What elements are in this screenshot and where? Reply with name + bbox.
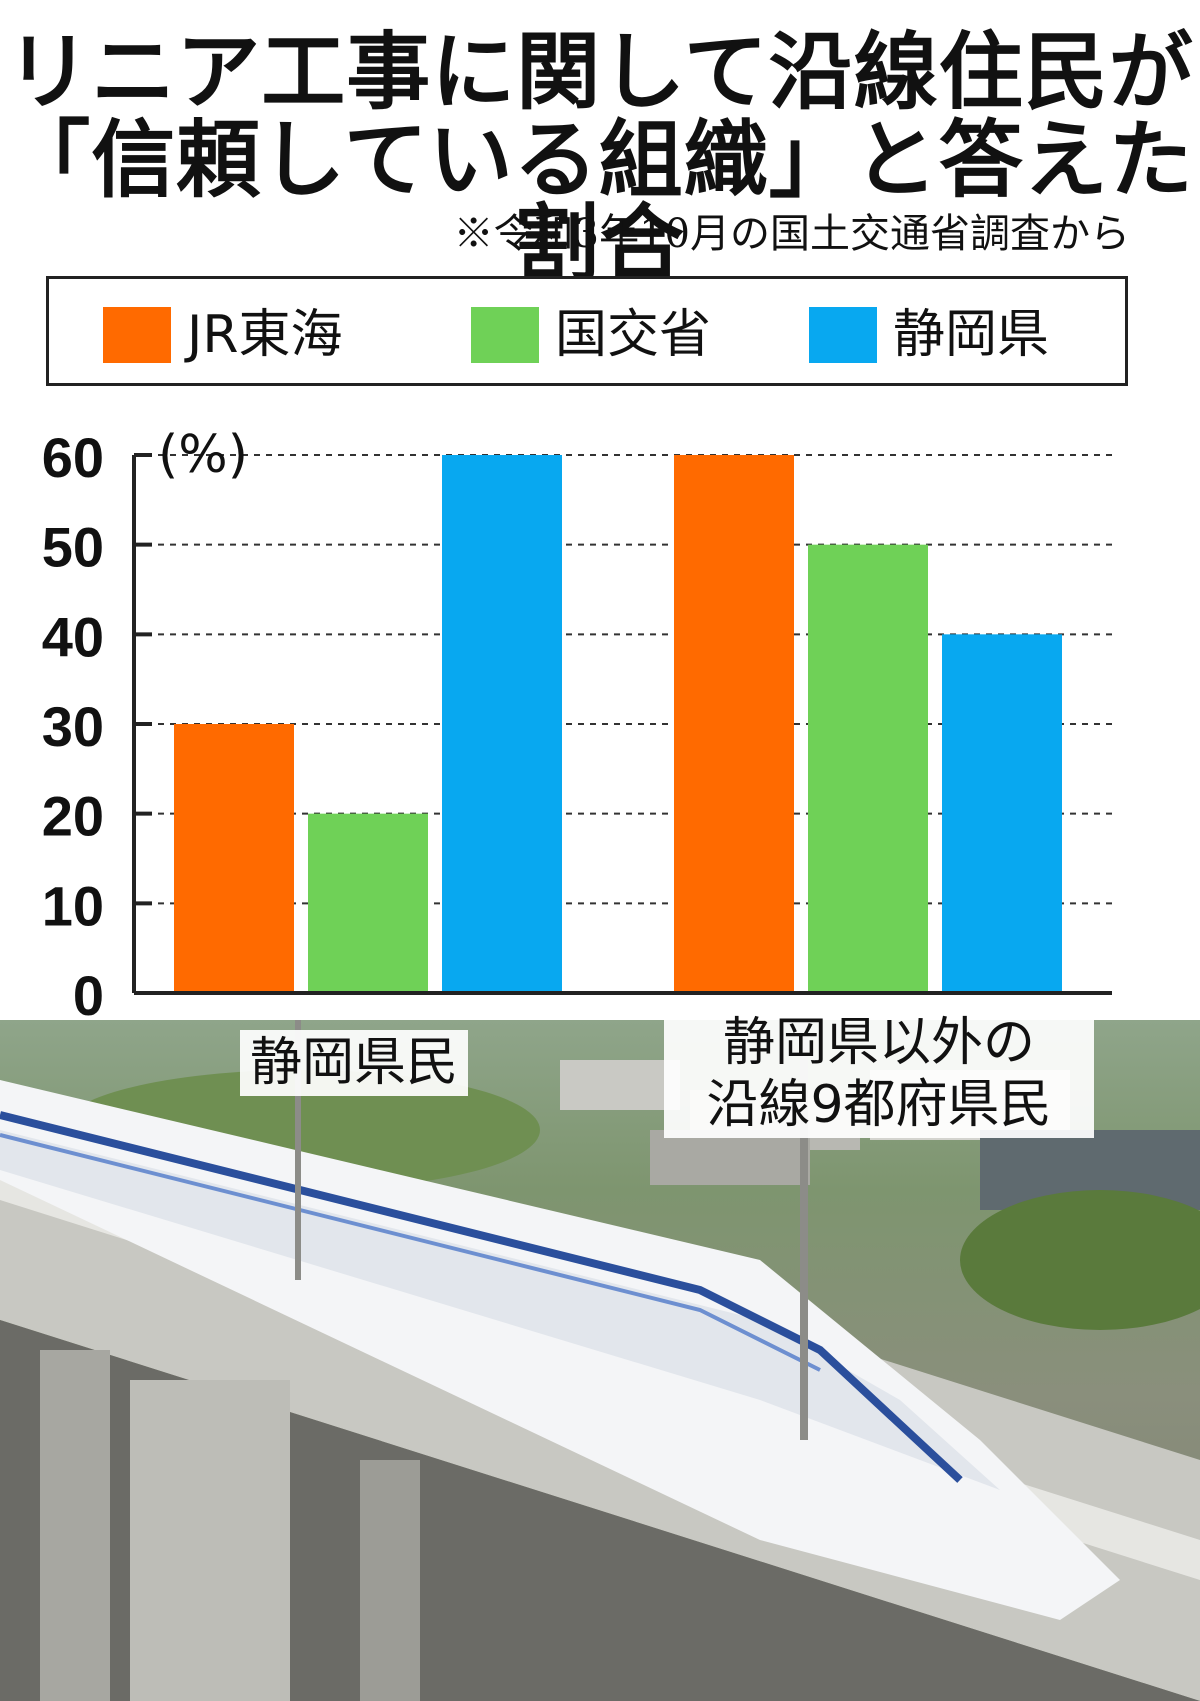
legend-swatch-jr [103,307,171,363]
category-label-shizuoka: 静岡県民 [240,1030,469,1096]
y-axis-ticks: 0 10 20 30 40 50 60 [42,426,152,1027]
category-label-other-prefectures: 静岡県以外の 沿線9都府県民 [664,1010,1094,1138]
legend-label-jr: JR東海 [187,305,343,365]
legend-label-mlit: 国交省 [555,305,712,365]
y-axis-unit-label: (%) [158,425,248,485]
bars [174,455,1062,993]
y-tick-label-50: 50 [42,516,104,579]
y-tick-label-30: 30 [42,695,104,758]
y-tick-label-10: 10 [42,874,104,937]
y-tick-label-0: 0 [73,964,104,1027]
chart-title-line1: リニア工事に関して沿線住民が [6,23,1194,121]
y-tick-label-60: 60 [42,426,104,489]
y-tick-label-20: 20 [42,785,104,848]
bar-1-1 [808,544,928,993]
chart-title-line2: 「信頼している組織」と答えた割合 [6,111,1194,293]
legend-swatch-pref [809,307,877,363]
bar-1-0 [674,455,794,993]
bar-1-2 [942,634,1062,993]
train-scene-graphic [0,1020,1200,1701]
chart-legend: JR東海 国交省 静岡県 [46,276,1128,386]
source-note: ※令和3年10月の国土交通省調査から [453,211,1130,257]
bar-0-0 [174,724,294,993]
legend-label-pref: 静岡県 [893,305,1050,365]
y-tick-label-40: 40 [42,605,104,668]
bar-0-2 [442,455,562,993]
bar-0-1 [308,813,428,993]
legend-swatch-mlit [471,307,539,363]
